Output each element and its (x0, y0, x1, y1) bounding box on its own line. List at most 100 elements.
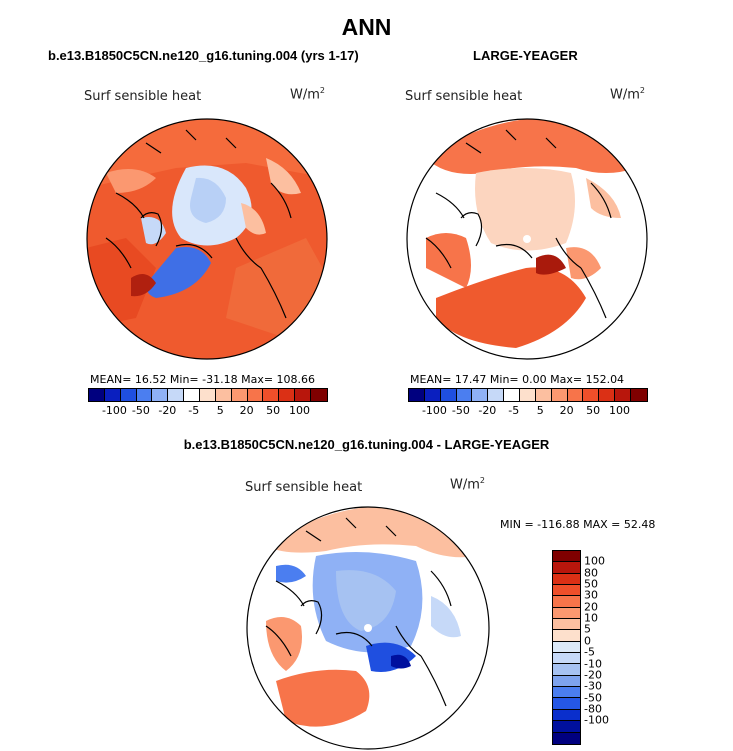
panel2-colorbar-swatch (535, 389, 552, 401)
panel3-colorbar-swatch (553, 732, 580, 744)
panel2-title: LARGE-YEAGER (473, 48, 578, 63)
panel1-colorbar-tick-label: -50 (131, 404, 150, 417)
panel3-colorbar-swatch (553, 687, 580, 699)
panel1-colorbar-swatch (231, 389, 248, 401)
panel3-colorbar-tick-label: -10 (584, 657, 602, 671)
panel2-colorbar-swatch (567, 389, 584, 401)
panel2-colorbar-swatch (424, 389, 441, 401)
panel3-variable: Surf sensible heat (245, 480, 363, 495)
panel2-colorbar-swatch (456, 389, 473, 401)
panel2-colorbar (408, 388, 648, 402)
panel1-title: b.e13.B1850C5CN.ne120_g16.tuning.004 (yr… (48, 48, 359, 63)
panel2-colorbar-swatch (488, 389, 505, 401)
panel2-colorbar-swatch (504, 389, 521, 401)
panel3-colorbar-swatch (553, 721, 580, 733)
panel2-colorbar-swatch (615, 389, 632, 401)
panel3-colorbar-tick-label: -5 (584, 645, 595, 659)
panel2-colorbar-swatch (520, 389, 536, 401)
panel1-colorbar-swatch (279, 389, 296, 401)
panel3-colorbar (552, 550, 581, 745)
panel1-stats: MEAN= 16.52 Min= -31.18 Max= 108.66 (90, 373, 316, 386)
panel1-colorbar-labels: -100 -50 -20 -5 5 20 50 100 (88, 404, 326, 418)
panel3-colorbar-swatch (553, 607, 580, 620)
panel3-colorbar-swatch (553, 641, 580, 654)
panel3-colorbar-tick-label: -50 (584, 691, 602, 705)
panel3-colorbar-swatch (553, 653, 580, 665)
panel2-colorbar-tick-label: -50 (451, 404, 470, 417)
panel2-colorbar-swatch (409, 389, 425, 401)
panel3-colorbar-tick-label: 30 (584, 588, 598, 602)
panel1-polar-map (86, 118, 328, 360)
panel1-colorbar-swatch (89, 389, 105, 401)
panel1-colorbar-tick-label: -20 (158, 404, 177, 417)
panel1-colorbar-swatch (104, 389, 121, 401)
panel2-colorbar-tick-label: 50 (586, 404, 601, 417)
panel1-colorbar-swatch (120, 389, 137, 401)
panel1-colorbar-tick-label: 20 (239, 404, 254, 417)
panel3-colorbar-tick-label: -30 (584, 679, 602, 693)
panel3-colorbar-tick-label: 5 (584, 622, 591, 636)
panel1-colorbar-swatch (215, 389, 232, 401)
panel2-units: W/m2 (610, 86, 645, 103)
panel3-colorbar-tick-label: 100 (584, 554, 605, 568)
panel3-colorbar-tick-label: 10 (584, 611, 598, 625)
panel3-units: W/m2 (450, 476, 485, 493)
panel3-polar-map (246, 506, 490, 750)
panel3-colorbar-swatch (553, 619, 580, 631)
panel3-colorbar-tick-label: 80 (584, 566, 598, 580)
panel2-colorbar-tick-label: 20 (559, 404, 574, 417)
panel3-colorbar-swatch (553, 551, 580, 563)
panel3-colorbar-tick-label: -20 (584, 668, 602, 682)
panel1-colorbar-tick-label: 50 (266, 404, 281, 417)
panel1-colorbar-swatch (168, 389, 185, 401)
panel3-colorbar-swatch (553, 630, 580, 642)
panel1-colorbar-swatch (263, 389, 280, 401)
panel2-colorbar-tick-label: 100 (609, 404, 631, 417)
panel1-colorbar-tick-label: 100 (289, 404, 311, 417)
panel2-colorbar-tick-label: 5 (536, 404, 544, 417)
panel3-colorbar-swatch (553, 709, 580, 722)
panel3-colorbar-tick-label: -80 (584, 702, 602, 716)
panel3-colorbar-swatch (553, 573, 580, 586)
panel1-variable: Surf sensible heat (84, 89, 202, 104)
panel3-colorbar-swatch (553, 585, 580, 597)
panel3-colorbar-swatch (553, 562, 580, 574)
panel2-polar-map (406, 118, 648, 360)
panel2-colorbar-swatch (583, 389, 600, 401)
panel3-colorbar-labels: 100 80 50 30 20 10 5 0 -5 -10 -20 -30 -50 -80 -100 (584, 550, 624, 743)
panel2-variable: Surf sensible heat (405, 89, 523, 104)
panel3-colorbar-tick-label: 50 (584, 577, 598, 591)
panel2-colorbar-swatch (440, 389, 457, 401)
panel1-colorbar-tick-label: 5 (216, 404, 224, 417)
panel1-colorbar-swatch (136, 389, 153, 401)
panel1-colorbar-swatch (200, 389, 216, 401)
panel3-colorbar-swatch (553, 664, 580, 676)
panel1-colorbar-tick-label: -100 (101, 404, 127, 417)
panel1-colorbar-tick-label: -5 (188, 404, 200, 417)
panel3-title: b.e13.B1850C5CN.ne120_g16.tuning.004 - L… (183, 437, 550, 452)
panel1-colorbar-swatch (295, 389, 312, 401)
panel1-units: W/m2 (290, 86, 325, 103)
panel3-colorbar-swatch (553, 698, 580, 710)
panel3-colorbar-tick-label: -100 (584, 713, 609, 727)
panel1-colorbar-swatch (184, 389, 201, 401)
figure-title: ANN (341, 14, 392, 40)
panel2-colorbar-swatch (631, 389, 647, 401)
panel3-colorbar-tick-label: 0 (584, 634, 591, 648)
panel1-colorbar-swatch (247, 389, 264, 401)
panel2-colorbar-tick-label: -100 (421, 404, 447, 417)
panel2-colorbar-tick-label: -20 (478, 404, 497, 417)
panel2-colorbar-swatch (599, 389, 616, 401)
panel3-stats: MIN = -116.88 MAX = 52.48 (500, 518, 656, 531)
panel2-colorbar-labels: -100 -50 -20 -5 5 20 50 100 (408, 404, 646, 418)
panel2-colorbar-tick-label: -5 (508, 404, 520, 417)
panel2-colorbar-swatch (551, 389, 568, 401)
panel2-colorbar-swatch (472, 389, 489, 401)
panel3-colorbar-tick-label: 20 (584, 600, 598, 614)
panel1-colorbar (88, 388, 328, 402)
panel2-stats: MEAN= 17.47 Min= 0.00 Max= 152.04 (410, 373, 625, 386)
panel3-colorbar-swatch (553, 596, 580, 608)
panel1-colorbar-swatch (311, 389, 327, 401)
panel3-colorbar-swatch (553, 675, 580, 688)
panel1-colorbar-swatch (152, 389, 169, 401)
